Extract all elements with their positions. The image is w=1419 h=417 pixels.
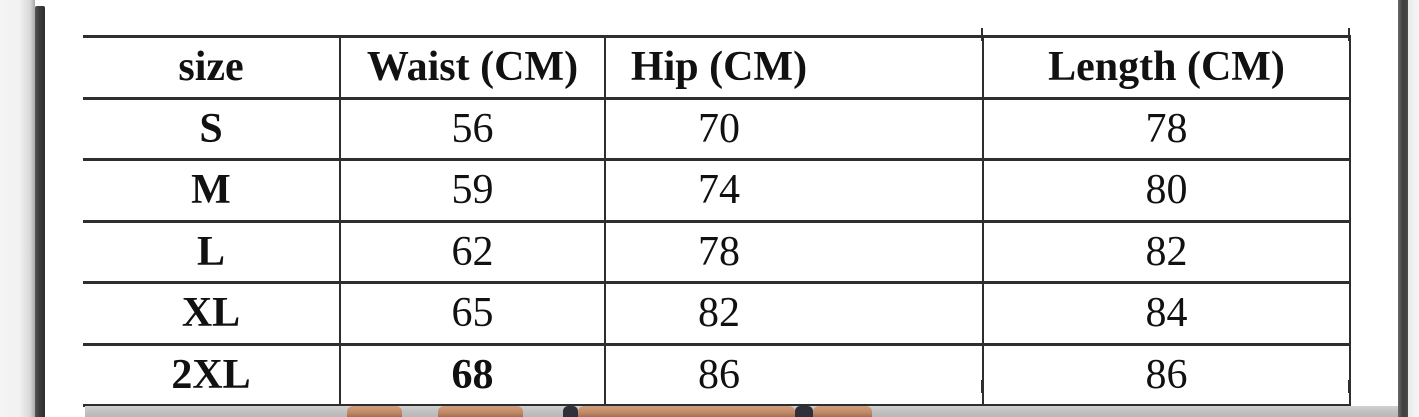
length-value: 84 bbox=[982, 281, 1351, 346]
table-row-m: M 59 74 80 bbox=[83, 158, 1351, 223]
length-value: 86 bbox=[982, 342, 1351, 407]
photo-garment-fragment bbox=[563, 406, 578, 417]
photo-garment-fragment bbox=[795, 406, 813, 417]
photo-skin-fragment bbox=[813, 406, 872, 417]
product-photo-strip bbox=[85, 406, 1398, 417]
page-right-edge-bar bbox=[1398, 0, 1408, 417]
length-value: 78 bbox=[982, 96, 1351, 161]
table-grid-tick bbox=[604, 380, 606, 393]
length-value: 80 bbox=[982, 158, 1351, 223]
table-grid-tick bbox=[1348, 380, 1350, 393]
length-value: 82 bbox=[982, 219, 1351, 284]
size-chart-table: size Waist (CM) Hip (CM) Length (CM) S 5… bbox=[83, 35, 1351, 407]
page-right-margin bbox=[1408, 0, 1419, 417]
table-grid-tick bbox=[981, 28, 983, 41]
hip-value: 78 bbox=[604, 219, 983, 284]
hip-value: 74 bbox=[604, 158, 983, 223]
photo-skin-fragment bbox=[578, 406, 795, 417]
table-row-l: L 62 78 82 bbox=[83, 219, 1351, 284]
waist-value: 56 bbox=[339, 96, 605, 161]
column-header-waist: Waist (CM) bbox=[339, 35, 605, 100]
photo-skin-fragment bbox=[347, 406, 402, 417]
page-left-edge-bar bbox=[35, 6, 45, 417]
table-header-row: size Waist (CM) Hip (CM) Length (CM) bbox=[83, 35, 1351, 100]
table-grid-tick bbox=[981, 380, 983, 393]
hip-value: 82 bbox=[604, 281, 983, 346]
table-row-s: S 56 70 78 bbox=[83, 96, 1351, 161]
hip-value: 70 bbox=[604, 96, 983, 161]
table-row-2xl: 2XL 68 86 86 bbox=[83, 342, 1351, 407]
waist-value: 62 bbox=[339, 219, 605, 284]
hip-value: 86 bbox=[604, 342, 983, 407]
table-grid-tick bbox=[1348, 28, 1350, 41]
waist-value: 68 bbox=[339, 342, 605, 407]
size-label: M bbox=[83, 158, 340, 223]
waist-value: 59 bbox=[339, 158, 605, 223]
table-row-xl: XL 65 82 84 bbox=[83, 281, 1351, 346]
column-header-length: Length (CM) bbox=[982, 35, 1351, 100]
size-label: 2XL bbox=[83, 342, 340, 407]
column-header-size: size bbox=[83, 35, 340, 100]
waist-value: 65 bbox=[339, 281, 605, 346]
size-label: S bbox=[83, 96, 340, 161]
size-label: XL bbox=[83, 281, 340, 346]
photo-skin-fragment bbox=[438, 406, 523, 417]
page-left-margin bbox=[0, 0, 35, 417]
size-label: L bbox=[83, 219, 340, 284]
column-header-hip: Hip (CM) bbox=[604, 35, 983, 100]
table-grid-tick bbox=[339, 380, 341, 393]
